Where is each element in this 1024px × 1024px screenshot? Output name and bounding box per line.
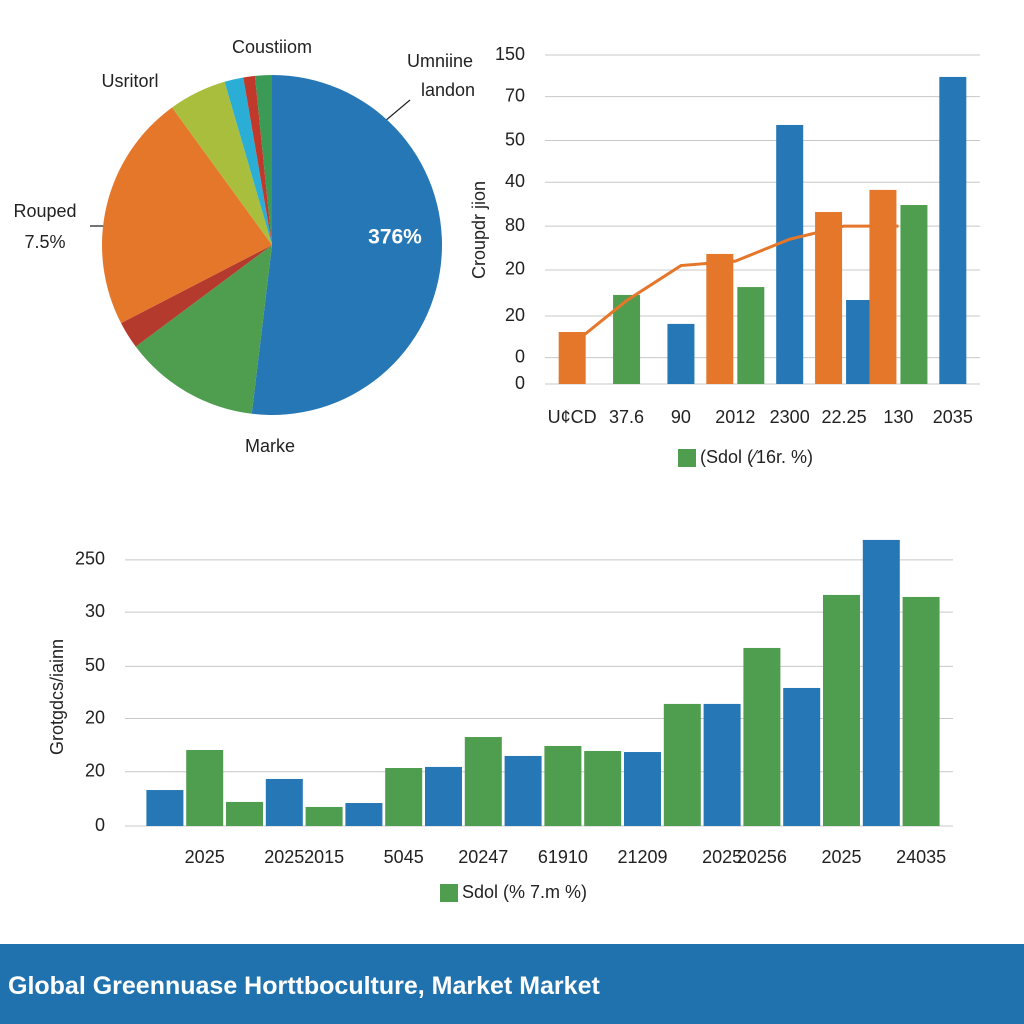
annotation: landon [421, 80, 475, 100]
bar [776, 124, 804, 384]
bar [425, 766, 462, 826]
bar [385, 767, 423, 826]
bar [464, 737, 502, 826]
annotation: 376% [368, 226, 422, 249]
bar [584, 750, 622, 826]
pie-slice [101, 107, 272, 324]
bar [146, 790, 184, 826]
y-tick-label: 30 [85, 601, 105, 621]
legend-label: Sdol (% 7.m %) [462, 882, 587, 902]
footer-banner: Global Greennuase Horttboculture, Market… [0, 944, 1024, 1024]
charts: Coustiiom Usritorl Umniine landon Rouped 7.5%… [13, 37, 980, 902]
legend-swatch [440, 884, 458, 902]
y-tick-label: 0 [515, 373, 525, 393]
y-tick-label: 50 [85, 655, 105, 675]
y-tick-label: 40 [505, 171, 525, 191]
bar [345, 803, 383, 826]
pie-slice [251, 75, 442, 415]
pie-slice [243, 75, 272, 245]
bar [939, 76, 967, 384]
x-tick-label: 20256 [737, 847, 787, 867]
annotation: 7.5% [24, 232, 65, 252]
bar [186, 750, 224, 826]
y-tick-label: 50 [505, 129, 525, 149]
y-tick-label: 80 [505, 215, 525, 235]
x-tick-label: 61910 [538, 847, 588, 867]
pie-slice [135, 245, 272, 414]
x-tick-label: 2025 [702, 847, 742, 867]
x-tick-label: 5045 [384, 847, 424, 867]
bar [823, 594, 860, 826]
y-tick-label: 0 [515, 346, 525, 366]
bar [703, 703, 741, 826]
x-tick-label: 21209 [617, 847, 667, 867]
annotation: Marke [245, 436, 295, 456]
x-tick-label: 20247 [458, 847, 508, 867]
y-tick-label: 20 [505, 305, 525, 325]
x-tick-label: 24035 [896, 847, 946, 867]
y-tick-label: 20 [505, 259, 525, 279]
bar [737, 287, 765, 384]
y-tick-label: 250 [75, 549, 105, 569]
bar [706, 253, 734, 384]
y-tick-label: 150 [495, 44, 525, 64]
annotation: Umniine [407, 51, 473, 71]
x-tick-label: 90 [671, 407, 691, 427]
legend-label: (Sdol (⁄16r. %) [700, 447, 813, 467]
bar [624, 752, 661, 826]
y-tick-label: 0 [95, 815, 105, 835]
y-tick-label: 20 [85, 760, 105, 780]
bar [869, 189, 897, 384]
pie-slice [224, 77, 272, 245]
x-tick-label: 2025 [264, 847, 304, 867]
annotation: Rouped [13, 201, 76, 221]
bar [558, 332, 586, 384]
x-tick-label: U¢CD [548, 407, 597, 427]
x-tick-label: 2035 [933, 407, 973, 427]
y-axis-label: Croupdr jion [469, 181, 489, 279]
x-tick-label: 2012 [715, 407, 755, 427]
bar [783, 687, 821, 826]
bar [815, 212, 843, 384]
line [571, 224, 899, 346]
y-tick-label: 20 [85, 707, 105, 727]
bar [305, 806, 343, 826]
bar [667, 323, 695, 384]
pie-slice [121, 245, 272, 347]
x-tick-label: 2025 [185, 847, 225, 867]
x-tick-label: 130 [883, 407, 913, 427]
footer-title: Global Greennuase Horttboculture, Market… [8, 972, 600, 1000]
bar [902, 596, 940, 826]
bar [663, 703, 701, 826]
bar [504, 755, 542, 826]
y-tick-label: 70 [505, 85, 525, 105]
bar [846, 299, 874, 384]
bar [900, 205, 928, 384]
x-tick-label: 37.6 [609, 407, 644, 427]
bar [544, 745, 582, 826]
annotation: Coustiiom [232, 37, 312, 57]
y-axis-label: Grotgdcs/iainn [47, 639, 67, 755]
bar [862, 539, 900, 826]
x-tick-label: 2015 [304, 847, 344, 867]
x-tick-label: 2025 [821, 847, 861, 867]
x-tick-label: 2300 [770, 407, 810, 427]
pie-slice [254, 75, 272, 245]
bar [226, 801, 263, 826]
annotation: Usritorl [102, 71, 159, 91]
legend-swatch [678, 449, 696, 467]
bar [743, 647, 781, 826]
pie-slice [172, 81, 272, 245]
x-tick-label: 22.25 [822, 407, 867, 427]
bar [265, 778, 303, 826]
